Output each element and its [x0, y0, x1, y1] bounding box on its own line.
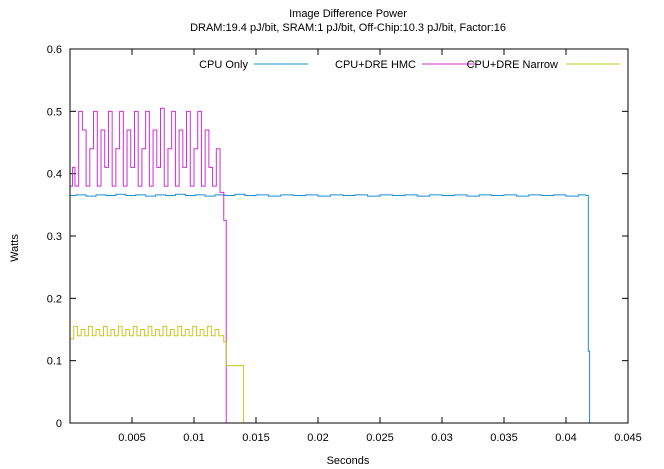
x-axis-ticks: 0.005 0.01 0.015 0.02 0.025 0.03 0.035 0.04 0.04… [118, 49, 642, 444]
y-tick-label: 0.5 [47, 106, 62, 118]
y-axis-ticks: 0 0.1 0.2 0.3 0.4 0.5 0.6 [47, 44, 628, 430]
x-tick-label: 0.015 [242, 432, 270, 444]
x-tick-label: 0.045 [614, 432, 642, 444]
x-tick-label: 0.04 [555, 432, 576, 444]
y-tick-label: 0.2 [47, 293, 62, 305]
x-axis-label: Seconds [327, 455, 370, 467]
x-tick-label: 0.01 [183, 432, 204, 444]
series-line-cpu-dre-narrow [70, 325, 245, 423]
chart-legend: CPU Only CPU+DRE HMC CPU+DRE Narrow [199, 59, 620, 71]
x-tick-label: 0.035 [490, 432, 518, 444]
y-axis-label: Watts [9, 234, 21, 262]
plot-series-group [70, 107, 591, 423]
series-line-cpu-dre-hmc [70, 107, 227, 423]
y-tick-label: 0.1 [47, 356, 62, 368]
x-tick-label: 0.025 [366, 432, 394, 444]
series-line-cpu-only [70, 193, 591, 423]
chart-title: Image Difference Power [289, 8, 407, 20]
y-tick-label: 0 [56, 418, 62, 430]
x-tick-label: 0.02 [307, 432, 328, 444]
legend-label: CPU+DRE Narrow [467, 59, 558, 71]
legend-label: CPU+DRE HMC [335, 59, 416, 71]
plot-frame [69, 48, 629, 424]
x-tick-label: 0.03 [431, 432, 452, 444]
x-tick-label: 0.005 [118, 432, 146, 444]
chart-subtitle: DRAM:19.4 pJ/bit, SRAM:1 pJ/bit, Off-Chi… [190, 22, 506, 34]
legend-label: CPU Only [199, 59, 248, 71]
y-tick-label: 0.3 [47, 231, 62, 243]
y-tick-label: 0.6 [47, 44, 62, 56]
y-tick-label: 0.4 [47, 169, 62, 181]
